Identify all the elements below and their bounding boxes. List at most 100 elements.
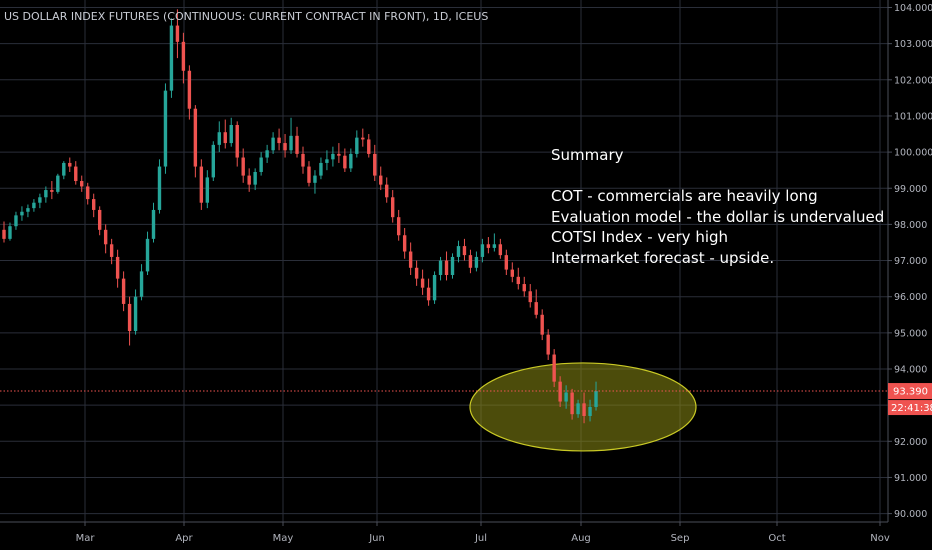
candle [349,148,353,172]
candle [474,251,479,272]
candle-body [68,162,72,167]
candle [2,221,6,243]
candle-body [444,260,449,276]
candle-body [367,139,371,154]
candle-body [414,267,419,279]
candle [582,392,586,424]
candle-body [247,175,251,185]
candle [139,264,144,301]
candle [127,296,132,346]
candle-body [145,238,150,272]
candle [235,121,239,167]
candle-body [121,278,126,304]
candle [313,170,317,194]
candle [265,144,269,163]
candle-body [504,255,509,270]
candle-body [295,135,299,154]
candle-body [74,166,78,182]
candle [217,121,221,153]
candle [319,157,323,180]
candle [68,157,72,172]
candle [103,224,108,254]
candle-body [211,144,215,178]
candle [546,329,550,360]
candle [229,117,233,147]
summary-annotation[interactable]: Summary COT - commercials are heavily lo… [551,145,884,268]
candle-body [307,166,311,183]
candle-body [582,403,586,416]
candle [534,289,538,319]
price-tick-label: 100.000 [894,148,932,159]
candle-body [56,175,60,192]
candle-body [223,132,227,144]
candle-body [516,276,520,285]
price-tick-label: 97.000 [894,256,927,267]
time-axis[interactable]: Mar Apr May Jun Jul Aug Sep Oct Nov [0,521,890,544]
candle [92,193,96,218]
candle-body [510,269,514,277]
time-tick-label: Jul [474,533,487,544]
candle [74,161,78,185]
candle [588,399,592,422]
candle-body [229,124,233,144]
candle [97,206,102,236]
candle [498,238,503,259]
candle-body [588,406,592,416]
candle-body [337,153,341,156]
candle [32,199,36,212]
price-tick-label: 96.000 [894,292,927,303]
candle [462,238,467,261]
candle [115,249,120,288]
candle-body [26,208,30,212]
candle-body [14,215,18,227]
candle-body [199,166,204,203]
candle [468,249,473,274]
candle [391,190,395,223]
candle [80,175,84,192]
candle [181,32,186,84]
candle [62,161,66,180]
candle [44,186,48,203]
candle [295,126,299,158]
candle-body [50,190,54,192]
summary-line-cot: COT - commercials are heavily long [551,187,818,205]
candle [408,242,413,276]
candle-body [594,391,598,407]
candle-body [20,211,24,216]
candle [510,262,514,283]
candle [277,128,281,151]
candle-body [38,197,42,203]
summary-heading: Summary [551,146,624,164]
candle-body [127,303,132,332]
candle-body [576,403,580,415]
candle-body [361,137,365,140]
last-price-tag [888,383,932,400]
candle [594,381,598,411]
candle-body [331,153,335,160]
candle-body [355,137,359,154]
candle-body [462,246,467,256]
candle [570,388,574,420]
time-tick-label: Sep [671,533,690,544]
candle [157,159,162,214]
candle [259,152,263,176]
candle-body [373,153,377,176]
candle-body [103,229,108,245]
candle-body [217,132,221,145]
candle-body [187,70,192,109]
chart-grid [0,0,888,522]
candle [271,132,275,154]
candle-body [235,124,239,158]
candle-body [349,153,353,169]
candle [355,130,359,158]
price-axis[interactable]: 104.000 103.000 102.000 101.000 100.000 99.00… [887,0,932,522]
price-tick-label: 103.000 [894,39,932,50]
candle [450,253,455,279]
summary-blank-line [551,166,884,187]
candle-body [115,256,120,279]
candle-body [92,199,96,210]
candle [50,181,54,200]
candle-body [486,244,491,248]
candle-body [552,354,556,382]
